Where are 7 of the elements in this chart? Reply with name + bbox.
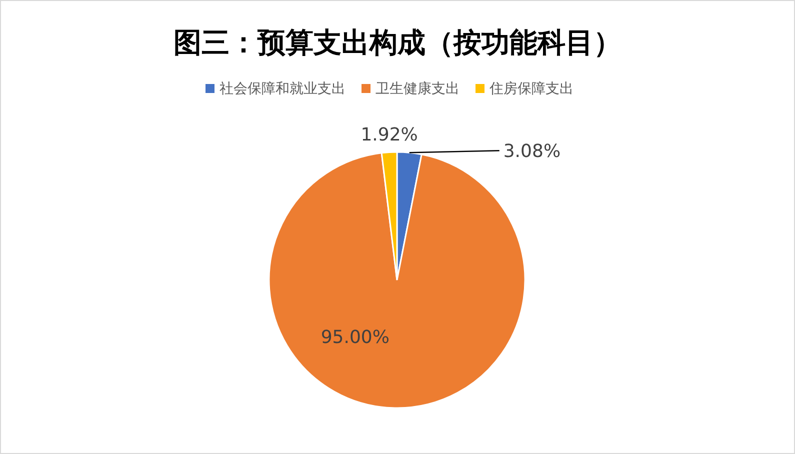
legend-label: 卫生健康支出 [376,81,460,97]
data-label: 95.00% [320,326,390,348]
data-label: 3.08% [503,140,561,162]
data-label: 1.92% [360,124,418,146]
legend-label: 住房保障支出 [488,81,574,97]
chart-title: 图三：预算支出构成（按功能科目） [174,26,622,59]
legend-label: 社会保障和就业支出 [220,81,346,97]
